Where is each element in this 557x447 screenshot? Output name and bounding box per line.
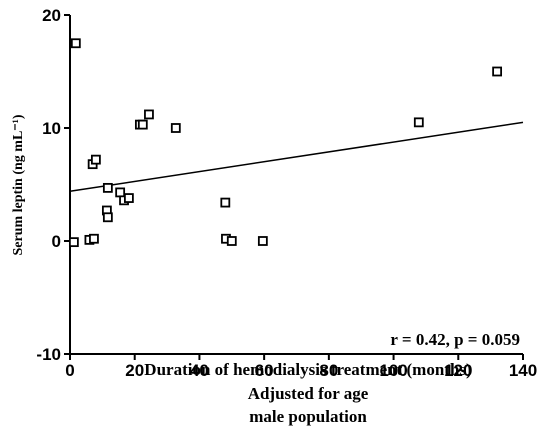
x-tick-label: 80 bbox=[319, 361, 338, 380]
annotation: r = 0.42, p = 0.059 bbox=[390, 330, 520, 349]
point bbox=[89, 233, 99, 244]
x-tick-label: 60 bbox=[255, 361, 274, 380]
point bbox=[102, 212, 113, 223]
point bbox=[115, 187, 126, 198]
point bbox=[144, 109, 154, 120]
x-label: Duration of hemodialysis treatment (mont… bbox=[144, 360, 471, 379]
x-tick-label: 100 bbox=[379, 361, 407, 380]
point bbox=[220, 197, 231, 208]
x-tick-label: 20 bbox=[125, 361, 144, 380]
point bbox=[492, 66, 503, 77]
point bbox=[413, 117, 424, 128]
y-tick-label: 20 bbox=[42, 6, 61, 25]
point bbox=[90, 154, 101, 165]
fit-line bbox=[69, 121, 524, 193]
x-tick-label: 140 bbox=[509, 361, 537, 380]
y-tick-label: 10 bbox=[42, 119, 61, 138]
x-tick-label: 120 bbox=[444, 361, 472, 380]
point bbox=[137, 119, 148, 130]
point bbox=[102, 182, 113, 193]
y-label: Serum leptin (ng mL⁻¹) bbox=[11, 114, 26, 255]
point bbox=[68, 237, 79, 248]
point bbox=[70, 38, 81, 49]
y-tick-label: -10 bbox=[36, 345, 61, 364]
point bbox=[123, 193, 134, 203]
point bbox=[170, 123, 181, 133]
point bbox=[257, 236, 268, 246]
y-tick-label: 0 bbox=[52, 232, 61, 251]
point bbox=[226, 236, 237, 246]
x-tick-label: 40 bbox=[190, 361, 209, 380]
x-tick-label: 0 bbox=[65, 361, 74, 380]
x-label: Adjusted for age bbox=[248, 384, 369, 403]
x-label: male population bbox=[249, 407, 367, 426]
